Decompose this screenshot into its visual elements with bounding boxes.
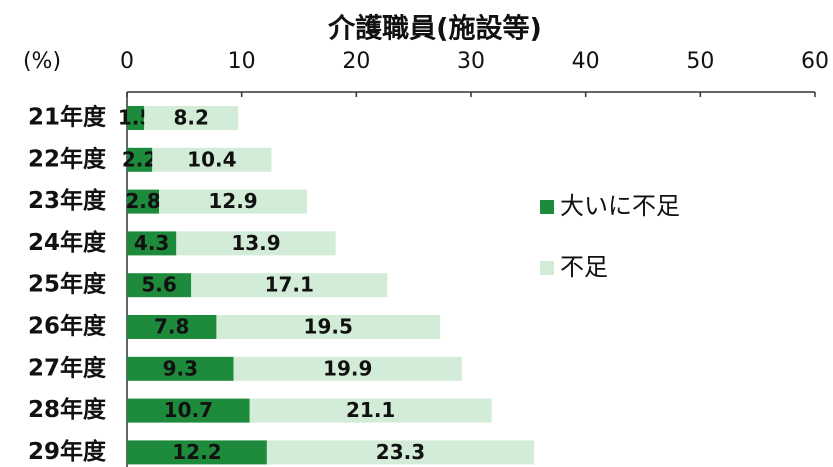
bar-segment <box>127 189 160 214</box>
data-label: 2.2 <box>122 147 157 171</box>
data-label: 17.1 <box>265 273 314 297</box>
bar-segment <box>127 106 145 130</box>
bar-segment <box>127 315 217 339</box>
bar-segment <box>266 440 535 465</box>
x-tick-label: 40 <box>572 49 600 74</box>
unit-label: (%) <box>23 49 61 74</box>
data-label: 12.9 <box>208 189 257 213</box>
data-label: 23.3 <box>376 440 425 464</box>
bar-segment <box>176 231 336 256</box>
data-label: 4.3 <box>134 231 169 255</box>
bar-segment <box>144 106 239 130</box>
x-tick-label: 60 <box>801 49 829 74</box>
chart-title: 介護職員(施設等) <box>327 13 542 45</box>
y-tick-label: 25年度 <box>28 271 107 298</box>
x-tick-label: 10 <box>228 49 256 74</box>
x-tick-label: 30 <box>457 49 485 74</box>
data-label: 10.4 <box>187 147 236 171</box>
data-label: 13.9 <box>231 231 280 255</box>
data-label: 8.2 <box>173 106 208 130</box>
y-tick-label: 22年度 <box>28 145 107 172</box>
data-label: 5.6 <box>141 273 176 297</box>
y-tick-label: 28年度 <box>28 396 107 423</box>
data-label: 2.8 <box>125 189 160 213</box>
y-tick-label: 23年度 <box>28 187 107 214</box>
bar-segment <box>127 231 177 256</box>
x-tick-label: 0 <box>120 49 134 74</box>
data-label: 9.3 <box>163 356 198 380</box>
x-tick-label: 50 <box>686 49 714 74</box>
data-label: 10.7 <box>164 398 213 422</box>
y-tick-label: 21年度 <box>28 104 107 131</box>
legend-swatch <box>540 200 554 214</box>
data-label: 19.9 <box>323 356 372 380</box>
bar-segment <box>152 147 272 172</box>
data-label: 19.5 <box>304 315 353 339</box>
data-label: 21.1 <box>346 398 395 422</box>
bar-segment <box>216 315 441 339</box>
bar-segment <box>127 147 153 172</box>
bar-segment <box>127 356 234 381</box>
bar-segment <box>233 356 462 381</box>
data-label: 7.8 <box>154 315 189 339</box>
legend-swatch <box>540 261 554 275</box>
y-tick-label: 26年度 <box>28 313 107 340</box>
y-tick-label: 27年度 <box>28 354 107 381</box>
bar-segment <box>249 398 492 423</box>
y-tick-label: 29年度 <box>28 438 107 465</box>
bar-segment <box>127 440 267 465</box>
data-label: 12.2 <box>172 440 221 464</box>
bar-segment <box>127 398 250 423</box>
bar-segment <box>159 189 308 214</box>
y-tick-label: 24年度 <box>28 229 107 256</box>
x-tick-label: 20 <box>342 49 370 74</box>
bar-segment <box>127 273 192 298</box>
legend-label: 不足 <box>560 253 608 281</box>
bar-segment <box>191 273 388 298</box>
legend-label: 大いに不足 <box>560 192 680 220</box>
